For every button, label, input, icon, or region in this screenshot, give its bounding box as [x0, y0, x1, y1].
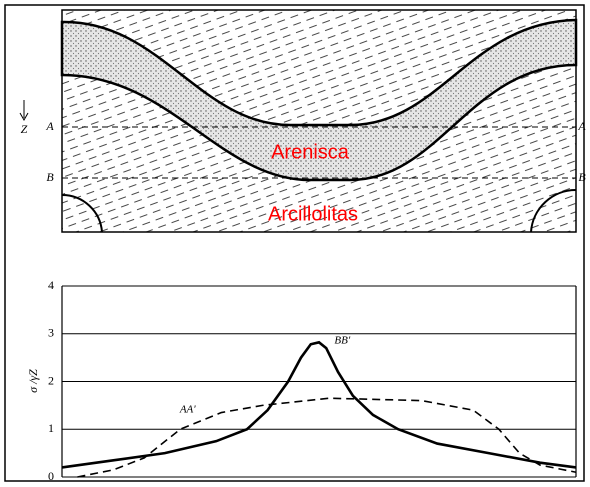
- series-line: [77, 398, 576, 477]
- line-label: B: [46, 170, 54, 184]
- y-tick-label: 2: [48, 373, 54, 387]
- layer-label: Arcillolitas: [268, 203, 358, 225]
- z-label: Z: [21, 122, 28, 136]
- y-tick-label: 3: [48, 326, 54, 340]
- line-label: B: [578, 170, 586, 184]
- series-line: [62, 342, 576, 467]
- y-tick-label: 0: [48, 469, 54, 483]
- series-label: BB': [334, 334, 350, 346]
- layer-label: Arenisca: [271, 141, 350, 163]
- y-tick-label: 1: [48, 421, 54, 435]
- line-label: A: [45, 119, 54, 133]
- figure: Z A A B B Arenisca Arcillolitas σ /γZ 0 1…: [0, 0, 590, 487]
- chart: 0 1 2 3 4 AA' BB': [48, 278, 576, 483]
- y-tick-label: 4: [48, 278, 54, 292]
- line-label: A: [577, 119, 586, 133]
- page: Z A A B B Arenisca Arcillolitas σ /γZ 0 1…: [0, 0, 590, 487]
- y-axis-label: σ /γZ: [26, 369, 40, 393]
- series-label: AA': [179, 404, 196, 416]
